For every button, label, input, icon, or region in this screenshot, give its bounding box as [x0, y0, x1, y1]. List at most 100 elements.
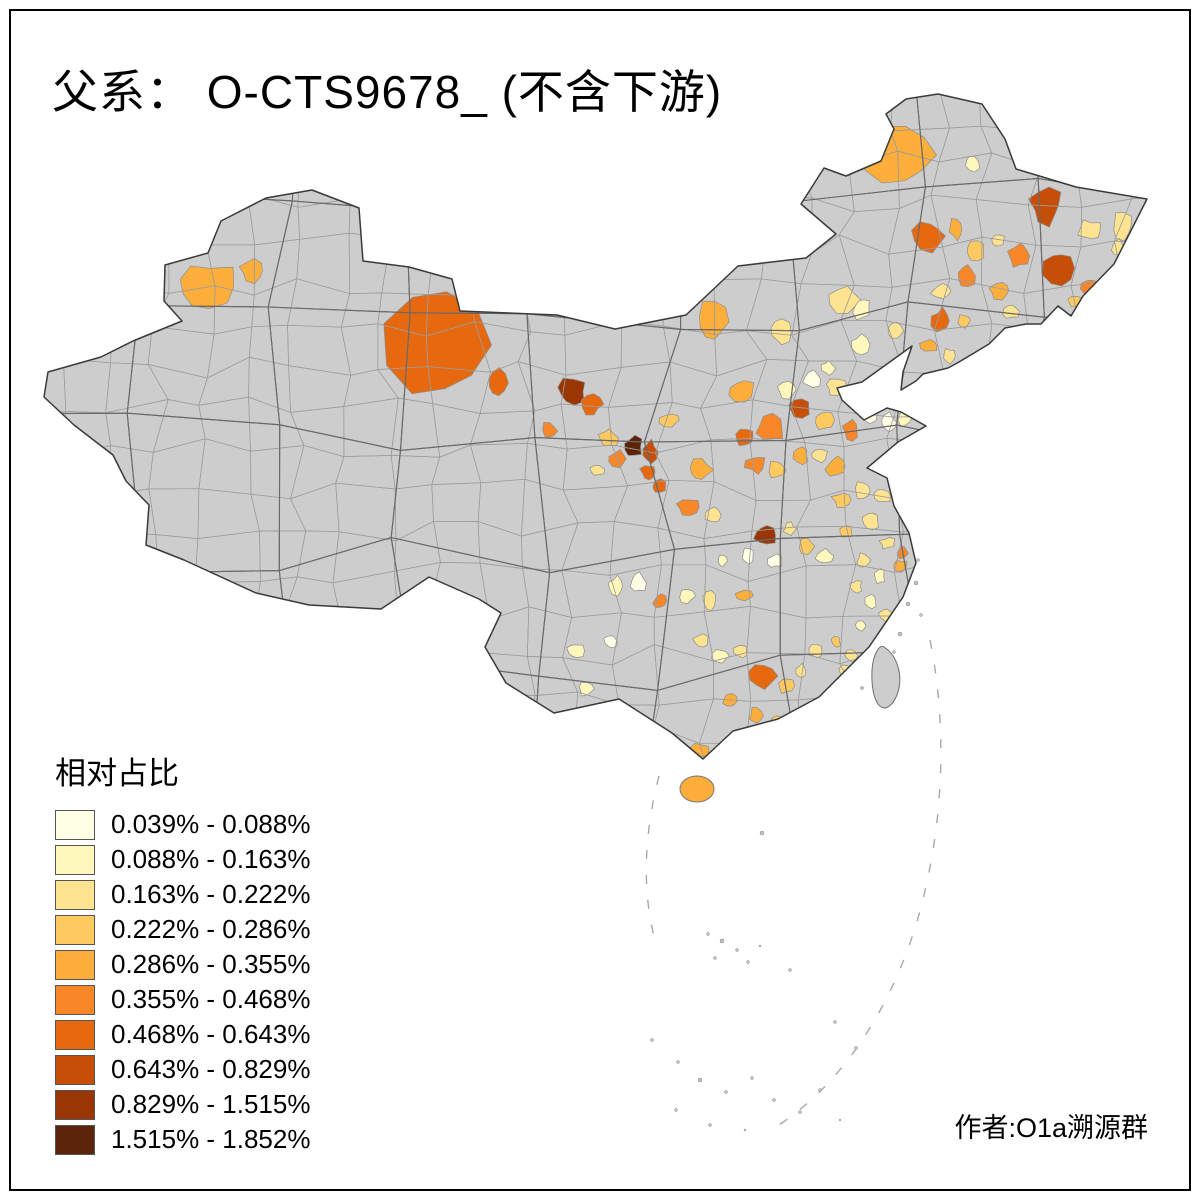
- border-cell: [103, 282, 170, 332]
- border-cell: [59, 245, 105, 284]
- border-cell: [1073, 121, 1131, 158]
- border-cell: [1033, 126, 1085, 170]
- border-cell: [618, 276, 664, 327]
- border-cell: [613, 234, 663, 284]
- prefecture-region: [815, 411, 835, 431]
- border-cell: [659, 234, 722, 280]
- border-cell: [1118, 358, 1147, 412]
- legend-swatch: [55, 1089, 95, 1120]
- border-cell: [1084, 604, 1127, 662]
- legend-label: 0.286% - 0.355%: [111, 949, 311, 979]
- border-cell: [432, 126, 482, 166]
- border-cell: [932, 438, 989, 500]
- legend-swatch: [55, 914, 95, 945]
- legend-swatch: [55, 1124, 95, 1155]
- border-cell: [335, 652, 399, 706]
- border-cell: [65, 157, 122, 205]
- prefecture-region: [542, 422, 559, 438]
- legend-row: 0.643% - 0.829%: [55, 1054, 310, 1085]
- border-cell: [1083, 94, 1131, 128]
- prefecture-region: [988, 281, 1009, 301]
- border-cell: [978, 569, 1035, 609]
- border-cell: [162, 150, 199, 202]
- border-cell: [1037, 453, 1086, 500]
- border-cell: [433, 193, 483, 248]
- border-cell: [1116, 94, 1147, 132]
- border-cell: [898, 530, 1054, 679]
- border-cell: [1036, 496, 1086, 524]
- border-cell: [901, 614, 943, 654]
- nine-dash-line-east: [767, 639, 942, 1133]
- legend-swatch: [55, 984, 95, 1015]
- legend-label: 1.515% - 1.852%: [111, 1124, 311, 1154]
- prefecture-region: [778, 678, 796, 694]
- border-cell: [44, 238, 76, 295]
- border-cell: [381, 644, 438, 706]
- prefecture-region: [873, 489, 891, 502]
- border-cell: [526, 187, 682, 331]
- prefecture-region: [929, 283, 952, 299]
- border-cell: [1113, 195, 1147, 246]
- border-cell: [381, 613, 438, 662]
- border-cell: [931, 405, 986, 443]
- prefecture-region: [580, 393, 605, 416]
- border-cell: [1032, 94, 1085, 132]
- border-cell: [338, 689, 399, 737]
- border-cell: [390, 194, 445, 248]
- prefecture-region: [919, 339, 938, 352]
- border-cell: [391, 159, 445, 196]
- border-cell: [1025, 645, 1086, 706]
- legend-swatch: [55, 879, 95, 910]
- border-cell: [659, 193, 722, 239]
- legend-row: 0.088% - 0.163%: [55, 844, 310, 875]
- legend-label: 0.088% - 0.163%: [111, 844, 311, 874]
- border-cell: [1072, 410, 1133, 458]
- border-cell: [715, 160, 767, 195]
- prefecture-region: [831, 636, 842, 648]
- border-cell: [44, 572, 74, 610]
- border-cell: [147, 573, 215, 617]
- prefecture-region: [743, 457, 766, 476]
- prefecture-region: [943, 347, 956, 365]
- legend-label: 0.829% - 1.515%: [111, 1089, 311, 1119]
- border-cell: [44, 547, 147, 661]
- border-cell: [422, 692, 489, 731]
- border-cell: [1025, 602, 1086, 662]
- legend-rows: 0.039% - 0.088% 0.088% - 0.163% 0.163% - 0…: [55, 809, 310, 1155]
- border-cell: [1126, 561, 1147, 624]
- prefecture-region: [689, 458, 715, 480]
- border-cell: [1124, 731, 1147, 759]
- border-cell: [985, 364, 1027, 407]
- legend-row: 0.222% - 0.286%: [55, 914, 310, 945]
- border-cell: [811, 94, 849, 128]
- border-cell: [1128, 487, 1147, 535]
- border-cell: [520, 156, 578, 214]
- border-cell: [60, 684, 119, 747]
- border-cell: [517, 739, 575, 759]
- border-cell: [295, 689, 347, 737]
- border-cell: [1122, 279, 1147, 329]
- legend-swatch: [55, 1019, 95, 1050]
- border-cell: [561, 199, 615, 254]
- border-cell: [244, 648, 296, 698]
- prefecture-region: [856, 552, 872, 568]
- prefecture-region: [852, 299, 870, 321]
- prefecture-region: [841, 418, 858, 442]
- prefecture-region: [965, 155, 980, 173]
- border-cell: [934, 496, 988, 538]
- prefecture-region: [850, 333, 871, 356]
- border-cell: [938, 724, 987, 759]
- border-cell: [423, 644, 489, 705]
- border-cell: [715, 192, 767, 255]
- prefecture-region: [1113, 212, 1132, 242]
- border-cell: [1069, 365, 1134, 414]
- border-cell: [1130, 532, 1147, 579]
- prefecture-region: [603, 635, 618, 649]
- border-cell: [521, 233, 565, 292]
- border-cell: [1077, 487, 1132, 535]
- border-cell: [667, 120, 717, 164]
- legend-label: 0.222% - 0.286%: [111, 914, 311, 944]
- border-cell: [1128, 450, 1147, 496]
